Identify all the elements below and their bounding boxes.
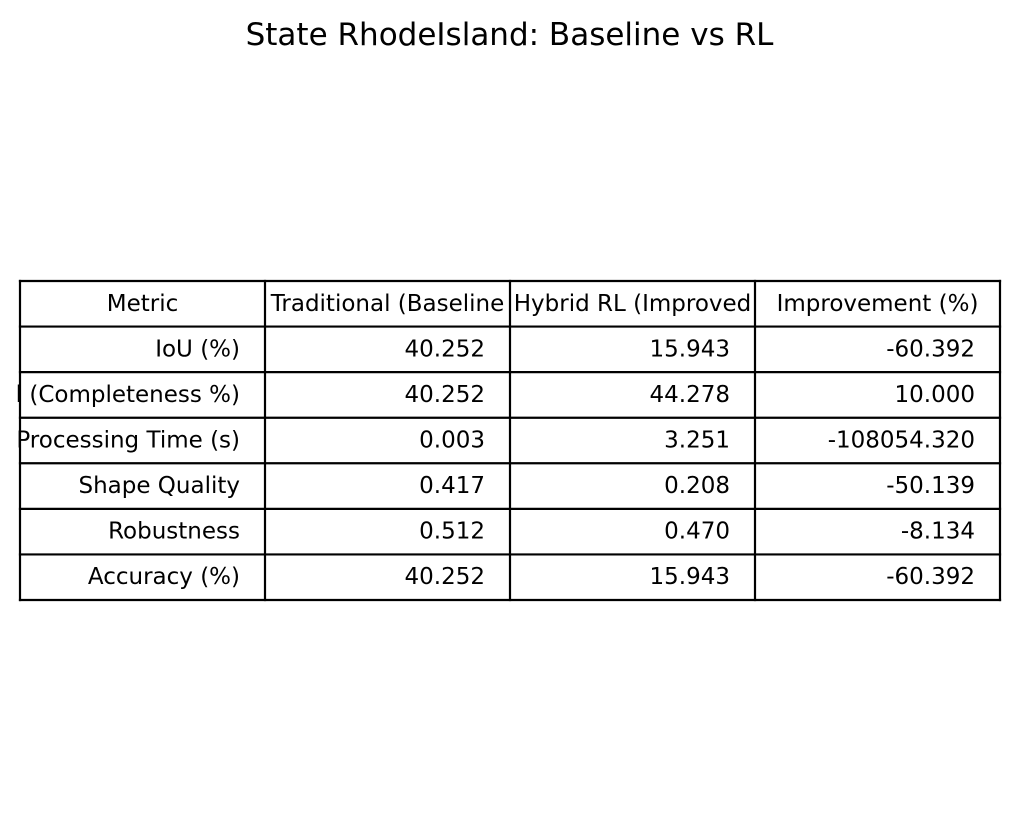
table-header-cell: Traditional (Baseline [270, 291, 505, 317]
table-value-cell: 15.943 [650, 336, 730, 362]
table-value-cell: -60.392 [886, 336, 975, 362]
table-header-cell: Metric [107, 291, 179, 317]
table-value-cell: 3.251 [664, 428, 730, 454]
table-value-cell: -108054.320 [828, 428, 975, 454]
table-header-cell: Hybrid RL (Improved [514, 291, 752, 317]
table-metric-label: IoU (%) [155, 336, 240, 362]
table-value-cell: 0.470 [664, 519, 730, 545]
table-value-cell: 40.252 [405, 564, 485, 590]
table-value-cell: 44.278 [650, 382, 730, 408]
table-cells: Metric Traditional (Baseline Hybrid RL (Im… [16, 291, 979, 590]
table-header-cell: Improvement (%) [777, 291, 979, 317]
table-value-cell: 0.208 [664, 473, 730, 499]
table-value-cell: 0.003 [419, 428, 485, 454]
table-value-cell: -8.134 [901, 519, 975, 545]
table-value-cell: 15.943 [650, 564, 730, 590]
table-value-cell: 0.417 [419, 473, 485, 499]
table-metric-label: Processing Time (s) [16, 428, 240, 454]
table-metric-label: l (Completeness %) [16, 382, 240, 408]
table-value-cell: -60.392 [886, 564, 975, 590]
table-value-cell: 40.252 [405, 382, 485, 408]
table-value-cell: 10.000 [895, 382, 975, 408]
table-value-cell: 40.252 [405, 336, 485, 362]
table-metric-label: Robustness [108, 519, 240, 545]
table-metric-label: Shape Quality [78, 473, 240, 499]
table-value-cell: 0.512 [419, 519, 485, 545]
chart-title: State RhodeIsland: Baseline vs RL [245, 17, 774, 53]
table-value-cell: -50.139 [886, 473, 975, 499]
table-grid [18, 279, 1002, 602]
table-metric-label: Accuracy (%) [88, 564, 240, 590]
